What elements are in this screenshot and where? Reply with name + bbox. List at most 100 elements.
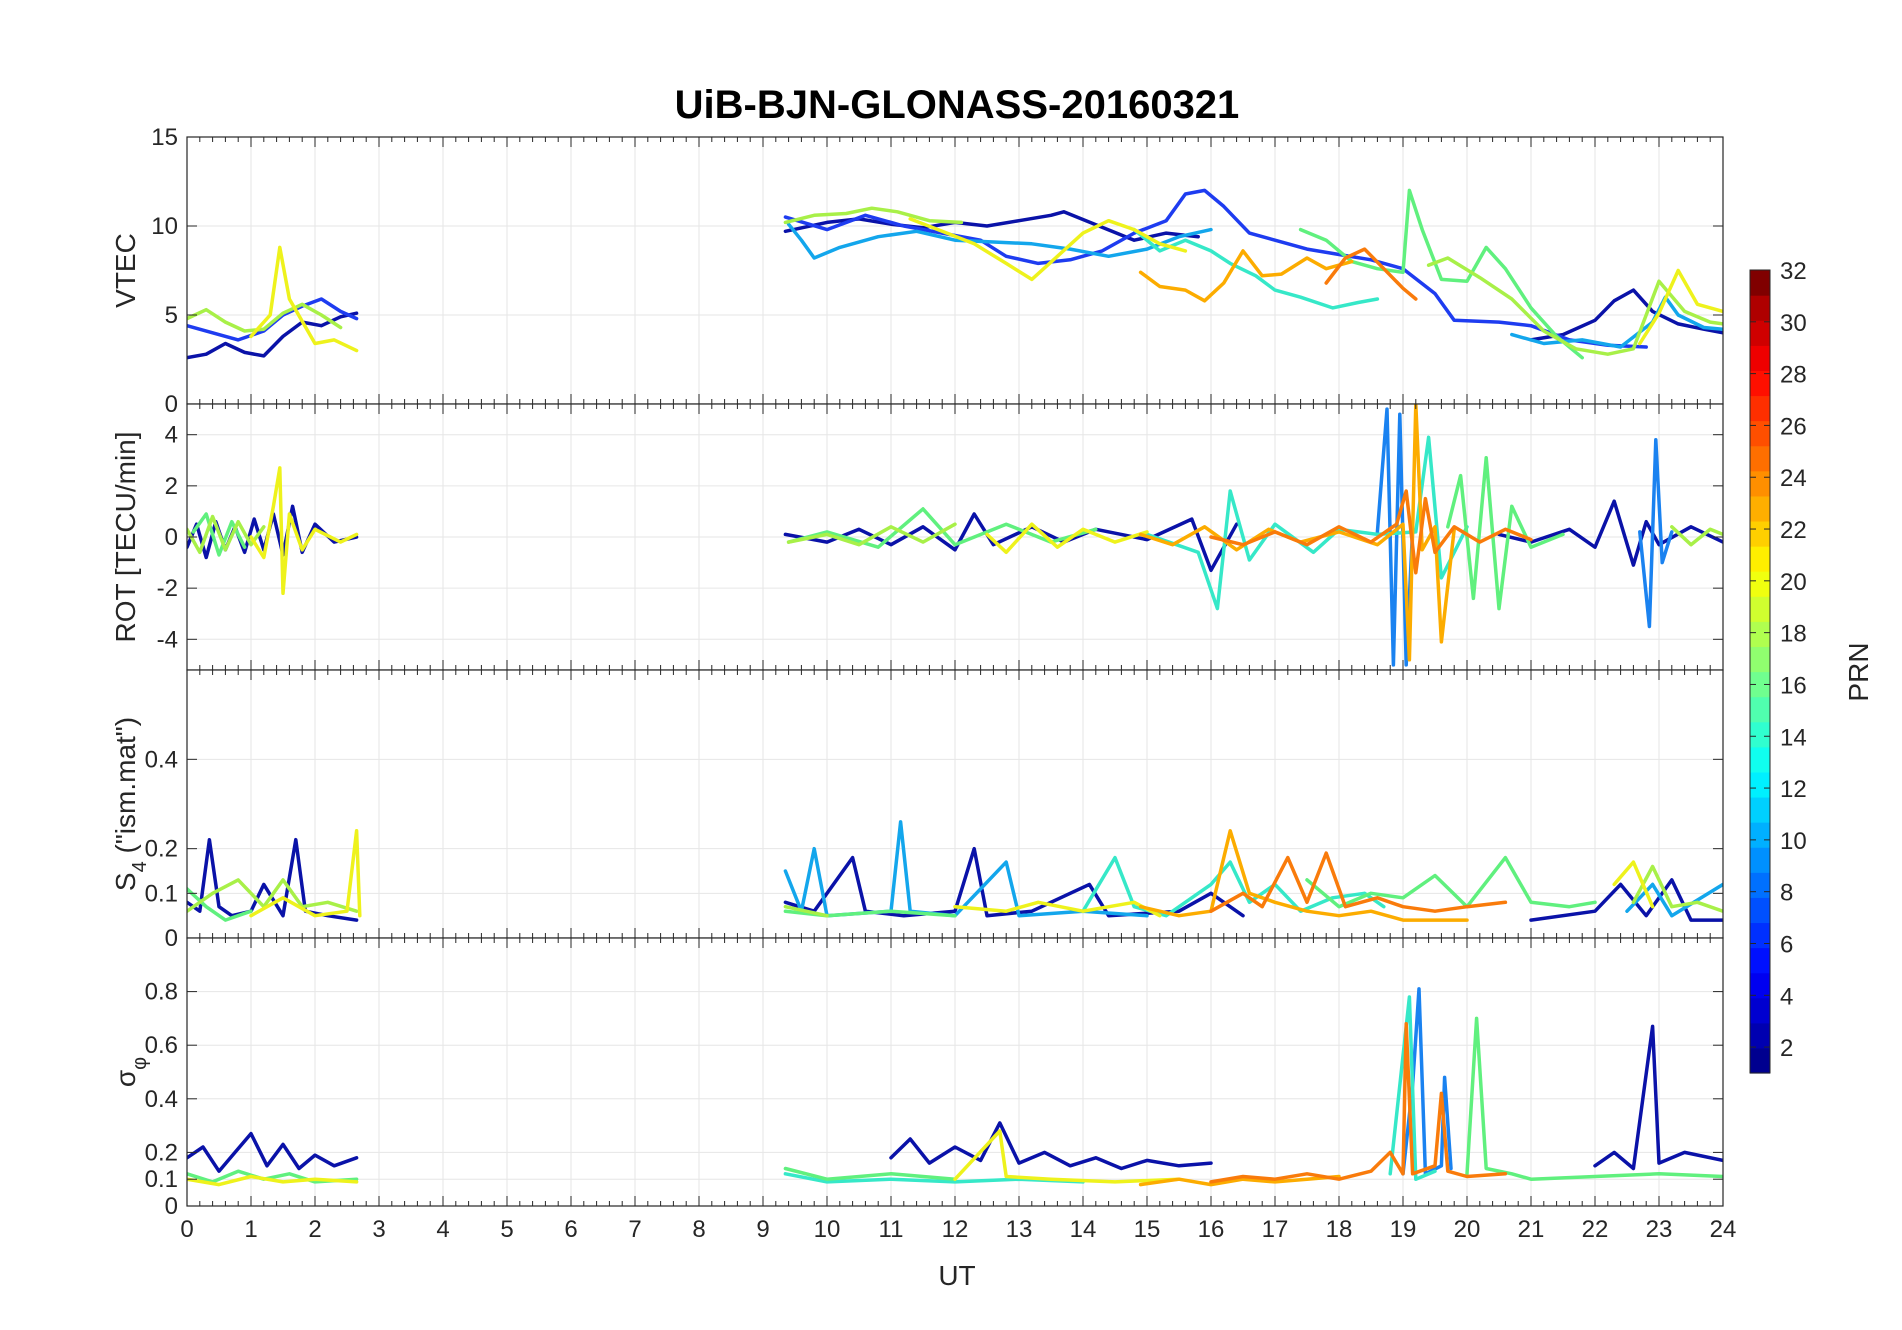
colorbar-tick-label: 16 xyxy=(1780,672,1807,699)
series-line-prn-16 xyxy=(187,855,1597,922)
colorbar-tick-label: 18 xyxy=(1780,621,1807,648)
colorbar-tick-label: 32 xyxy=(1780,258,1807,285)
colorbar-swatch xyxy=(1750,646,1770,673)
colorbar-swatch xyxy=(1750,997,1770,1024)
x-tick-label: 11 xyxy=(879,1216,904,1243)
colorbar-tick-label: 14 xyxy=(1780,724,1807,751)
y-tick-label: 0.2 xyxy=(145,1139,178,1166)
x-tick-label: 15 xyxy=(1134,1216,1161,1243)
colorbar-swatch xyxy=(1750,320,1770,346)
x-tick-label: 2 xyxy=(308,1216,321,1243)
colorbar-swatch xyxy=(1750,746,1770,773)
series-group xyxy=(187,820,1723,922)
y-tick-label: 0 xyxy=(165,524,178,551)
colorbar-swatch xyxy=(1750,596,1770,622)
colorbar-swatch xyxy=(1750,546,1770,572)
colorbar-swatch xyxy=(1750,696,1770,723)
y-tick-label: -2 xyxy=(157,575,178,602)
panel-frame xyxy=(186,937,1724,1207)
colorbar-tick-label: 10 xyxy=(1780,828,1807,855)
series-line-prn-20 xyxy=(249,466,1149,596)
x-axis-label: UT xyxy=(938,1260,975,1291)
series-line-prn-18 xyxy=(187,864,1723,918)
colorbar-tick-label: 22 xyxy=(1780,517,1807,544)
colorbar-swatch xyxy=(1750,872,1770,898)
x-tick-label: 24 xyxy=(1710,1216,1737,1243)
colorbar-swatch xyxy=(1750,972,1770,999)
x-tick-label: 17 xyxy=(1262,1216,1289,1243)
series-line-prn-13 xyxy=(1081,855,1386,918)
series-line-prn-22 xyxy=(1138,1174,1341,1187)
panel-s4: 00.10.20.4S4 ("ism.mat") xyxy=(110,669,1724,952)
colorbar-swatch xyxy=(1750,671,1770,698)
y-tick-label: 0 xyxy=(165,391,178,418)
x-tick-label: 12 xyxy=(942,1216,969,1243)
series-line-prn-20 xyxy=(249,829,1655,918)
series-line-prn-24 xyxy=(1209,1022,1508,1184)
y-tick-label: 0.1 xyxy=(145,1166,178,1193)
y-tick-label: 2 xyxy=(165,473,178,500)
series-line-prn-24 xyxy=(1209,489,1533,575)
y-axis-label-subscript: 4 xyxy=(129,861,151,872)
colorbar-tick-label: 28 xyxy=(1780,362,1807,389)
colorbar-swatch xyxy=(1750,796,1770,823)
colorbar-swatch xyxy=(1750,370,1770,397)
y-tick-label: 0.4 xyxy=(145,1086,178,1113)
colorbar-tick-label: 2 xyxy=(1780,1035,1793,1062)
colorbar-tick-label: 24 xyxy=(1780,465,1807,492)
x-tick-label: 16 xyxy=(1198,1216,1225,1243)
y-tick-label: 10 xyxy=(151,213,178,240)
x-tick-label: 10 xyxy=(814,1216,841,1243)
series-line-prn-22 xyxy=(1138,249,1354,303)
y-axis-label-subscript: φ xyxy=(129,1057,151,1070)
y-tick-label: -4 xyxy=(157,626,178,653)
chart-title: UiB-BJN-GLONASS-20160321 xyxy=(675,83,1240,127)
colorbar-swatch xyxy=(1750,847,1770,873)
y-axis-label: S4 ("ism.mat") xyxy=(110,717,151,891)
y-tick-label: 0.8 xyxy=(145,979,178,1006)
y-axis-label-rest: ("ism.mat") xyxy=(110,717,141,861)
y-axis-label: ROT [TECU/min] xyxy=(110,431,141,642)
series-group xyxy=(187,188,1723,360)
colorbar-tick-label: 30 xyxy=(1780,310,1807,337)
x-tick-label: 19 xyxy=(1390,1216,1417,1243)
x-tick-label: 3 xyxy=(372,1216,385,1243)
series-line-prn-22 xyxy=(1138,829,1469,922)
x-tick-label: 21 xyxy=(1518,1216,1545,1243)
colorbar-label: PRN xyxy=(1843,642,1874,701)
series-line-prn-18 xyxy=(187,206,1723,356)
y-axis-label: σφ xyxy=(110,1057,151,1087)
colorbar-swatch xyxy=(1750,470,1770,497)
x-tick-label: 13 xyxy=(1006,1216,1033,1243)
colorbar-tick-label: 6 xyxy=(1780,931,1793,958)
series-line-prn-20 xyxy=(249,217,1723,353)
series-line-prn-18 xyxy=(187,514,1723,555)
y-axis-label: VTEC xyxy=(110,233,141,308)
colorbar-swatch xyxy=(1750,771,1770,798)
x-tick-label: 9 xyxy=(756,1216,769,1243)
colorbar-swatch xyxy=(1750,445,1770,472)
x-tick-label: 6 xyxy=(564,1216,577,1243)
series-line-prn-2 xyxy=(187,1024,1723,1173)
y-axis-label-base: S xyxy=(110,872,141,891)
colorbar-swatch xyxy=(1750,270,1770,296)
colorbar-swatch xyxy=(1750,571,1770,597)
x-tick-label: 23 xyxy=(1646,1216,1673,1243)
series-line-prn-13 xyxy=(1145,435,1469,611)
colorbar-swatch xyxy=(1750,1047,1770,1074)
y-tick-label: 0 xyxy=(165,1193,178,1220)
y-tick-label: 0.4 xyxy=(145,746,178,773)
panel-vtec: 0 5 10 15 VTEC xyxy=(110,124,1724,418)
y-tick-label: 4 xyxy=(165,422,178,449)
series-line-prn-16 xyxy=(1298,188,1584,360)
x-tick-label: 7 xyxy=(628,1216,641,1243)
y-tick-label: 0.2 xyxy=(145,836,178,863)
colorbar-swatch xyxy=(1750,922,1770,949)
colorbar-tick-label: 8 xyxy=(1780,880,1793,907)
series-line-prn-13 xyxy=(1132,227,1380,310)
y-tick-label: 15 xyxy=(151,124,178,151)
x-tick-label: 0 xyxy=(180,1216,193,1243)
colorbar-swatch xyxy=(1750,897,1770,924)
panel-sigma: 00.10.2 0.4 0.6 0.8 σφ xyxy=(110,937,1724,1220)
